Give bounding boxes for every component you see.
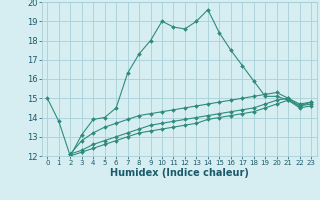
X-axis label: Humidex (Indice chaleur): Humidex (Indice chaleur) [110,168,249,178]
